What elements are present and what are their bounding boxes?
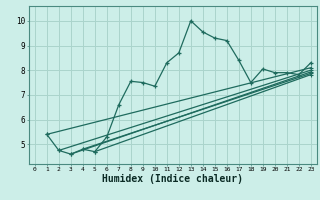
X-axis label: Humidex (Indice chaleur): Humidex (Indice chaleur) [102, 174, 243, 184]
